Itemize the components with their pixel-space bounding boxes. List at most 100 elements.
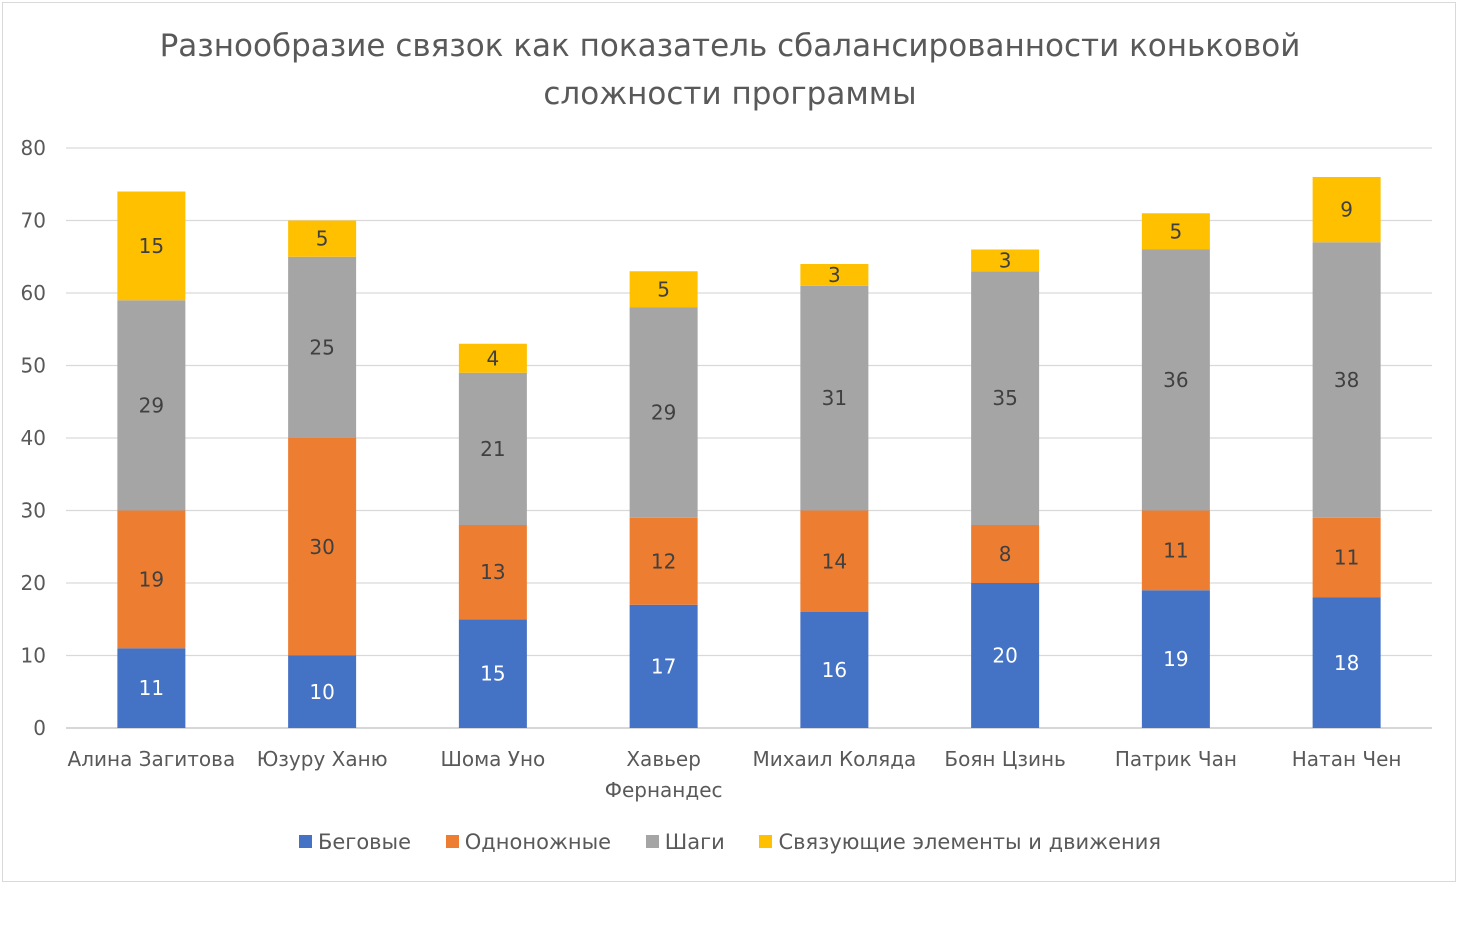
bar-segment [458,525,527,620]
data-label: 15 [139,234,164,258]
bar-segment [117,648,186,728]
y-tick-label: 20 [21,571,46,595]
x-tick-label: Хавьер [626,747,701,771]
bar-segment [629,271,698,308]
x-tick-label: Юзуру Ханю [257,747,388,771]
data-label: 10 [309,680,334,704]
bar-segment [117,510,186,649]
bar-segment [458,619,527,728]
x-tick-label: Патрик Чан [1115,747,1237,771]
bar-segment [1141,510,1210,591]
legend-item-steps: Шаги [645,830,725,854]
y-tick-label: 70 [21,209,46,233]
bar-segment [629,604,698,728]
data-label: 30 [309,535,334,559]
data-label: 12 [651,549,676,573]
bar-segment [117,191,186,301]
chart-legend: Беговые Одноножные Шаги Связующие элемен… [0,830,1460,854]
y-tick-label: 0 [33,716,46,740]
x-tick-label: Фернандес [605,778,723,802]
data-label: 9 [1340,198,1353,222]
y-tick-label: 10 [21,644,46,668]
data-label: 11 [139,676,164,700]
bar-segment [288,220,357,257]
data-label: 4 [487,346,500,370]
y-tick-label: 40 [21,426,46,450]
data-label: 17 [651,654,676,678]
bar-segment [629,517,698,605]
bar-segment [1312,242,1381,518]
bar-segment [1141,590,1210,728]
data-label: 5 [1170,219,1183,243]
bar-segment [629,307,698,518]
data-label: 36 [1163,368,1188,392]
bar-segment [800,510,869,612]
bar-segment [288,256,357,438]
chart-title: Разнообразие связок как показатель сбала… [0,22,1460,118]
data-label: 11 [1163,538,1188,562]
data-label: 35 [992,386,1017,410]
x-tick-label: Шома Уно [440,747,545,771]
x-tick-label: Боян Цзинь [944,747,1065,771]
data-label: 29 [139,393,164,417]
data-label: 3 [999,248,1012,272]
chart-title-line-1: Разнообразие связок как показатель сбала… [159,28,1301,64]
bar-segment [1312,177,1381,243]
data-label: 19 [139,567,164,591]
data-label: 15 [480,662,505,686]
bar-segment [800,285,869,511]
data-label: 21 [480,437,505,461]
data-label: 20 [992,644,1017,668]
y-tick-label: 80 [21,136,46,160]
data-label: 11 [1334,546,1359,570]
data-label: 5 [316,227,329,251]
bar-segment [800,612,869,728]
chart-area [2,2,1456,882]
legend-label: Шаги [664,830,725,854]
data-label: 3 [828,263,841,287]
legend-item-transitions: Связующие элементы и движения [759,830,1161,854]
data-label: 29 [651,401,676,425]
bar-segment [1141,249,1210,511]
data-label: 16 [822,658,847,682]
data-label: 14 [822,549,847,573]
x-tick-label: Натан Чен [1292,747,1402,771]
data-label: 18 [1334,651,1359,675]
legend-swatch [645,834,659,848]
data-label: 25 [309,335,334,359]
bar-segment [971,249,1040,272]
legend-swatch [445,834,459,848]
y-tick-label: 60 [21,281,46,305]
y-tick-label: 50 [21,354,46,378]
bar-segment [800,264,869,286]
x-tick-label: Алина Загитова [68,747,236,771]
legend-item-one-foot: Одноножные [445,830,612,854]
bar-segment [1312,517,1381,598]
chart-title-line-2: сложности программы [543,76,917,112]
data-label: 19 [1163,647,1188,671]
data-label: 13 [480,560,505,584]
legend-item-running: Беговые [298,830,412,854]
bar-segment [971,271,1040,525]
data-label: 31 [822,386,847,410]
bar-segment [971,525,1040,583]
x-tick-label: Михаил Коляда [752,747,916,771]
legend-label: Беговые [317,830,412,854]
data-label: 38 [1334,368,1359,392]
bar-segment [1141,213,1210,250]
y-tick-label: 30 [21,499,46,523]
legend-label: Одноножные [464,830,612,854]
legend-swatch [759,834,773,848]
bar-segment [1312,597,1381,728]
bar-segment [117,300,186,511]
bar-segment [971,583,1040,728]
data-label: 5 [657,277,670,301]
bar-segment [458,343,527,373]
bar-segment [288,655,357,728]
data-label: 8 [999,542,1012,566]
legend-label: Связующие элементы и движения [778,830,1162,854]
legend-swatch [298,834,312,848]
bar-segment [458,372,527,525]
bar-segment [288,438,357,656]
